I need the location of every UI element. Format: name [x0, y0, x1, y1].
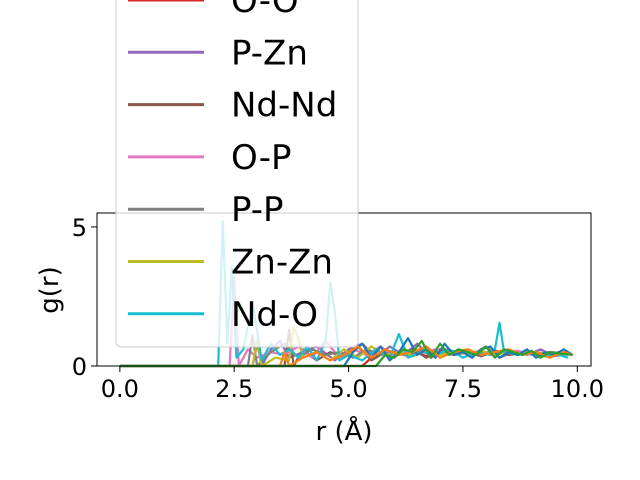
x-axis: 0.0 2.5 5.0 7.5 10.0: [101, 366, 604, 403]
legend-label: P-Zn: [231, 33, 308, 73]
x-tick-label: 7.5: [444, 375, 482, 403]
legend-label: O-O: [231, 0, 299, 21]
legend-label: Nd-Nd: [231, 86, 337, 126]
y-axis: 05: [72, 214, 97, 381]
legend-label: Nd-O: [231, 295, 318, 335]
y-tick-label: 5: [72, 214, 87, 242]
legend: O-O P-Zn Nd-Nd O-P P-P Zn-Zn Nd-O: [115, 0, 359, 348]
x-tick-label: 10.0: [551, 375, 604, 403]
x-tick-label: 2.5: [215, 375, 253, 403]
x-axis-label: r (Å): [315, 415, 372, 447]
y-axis-label: g(r): [35, 266, 65, 313]
legend-label: P-P: [231, 190, 284, 230]
series-line-unlabeled-9: [119, 339, 573, 368]
legend-label: Zn-Zn: [231, 243, 333, 283]
legend-label: O-P: [231, 138, 291, 178]
x-tick-label: 0.0: [101, 375, 139, 403]
series-line-unlabeled-7: [119, 337, 574, 368]
y-tick-label: 0: [72, 353, 87, 381]
x-tick-label: 5.0: [329, 375, 367, 403]
